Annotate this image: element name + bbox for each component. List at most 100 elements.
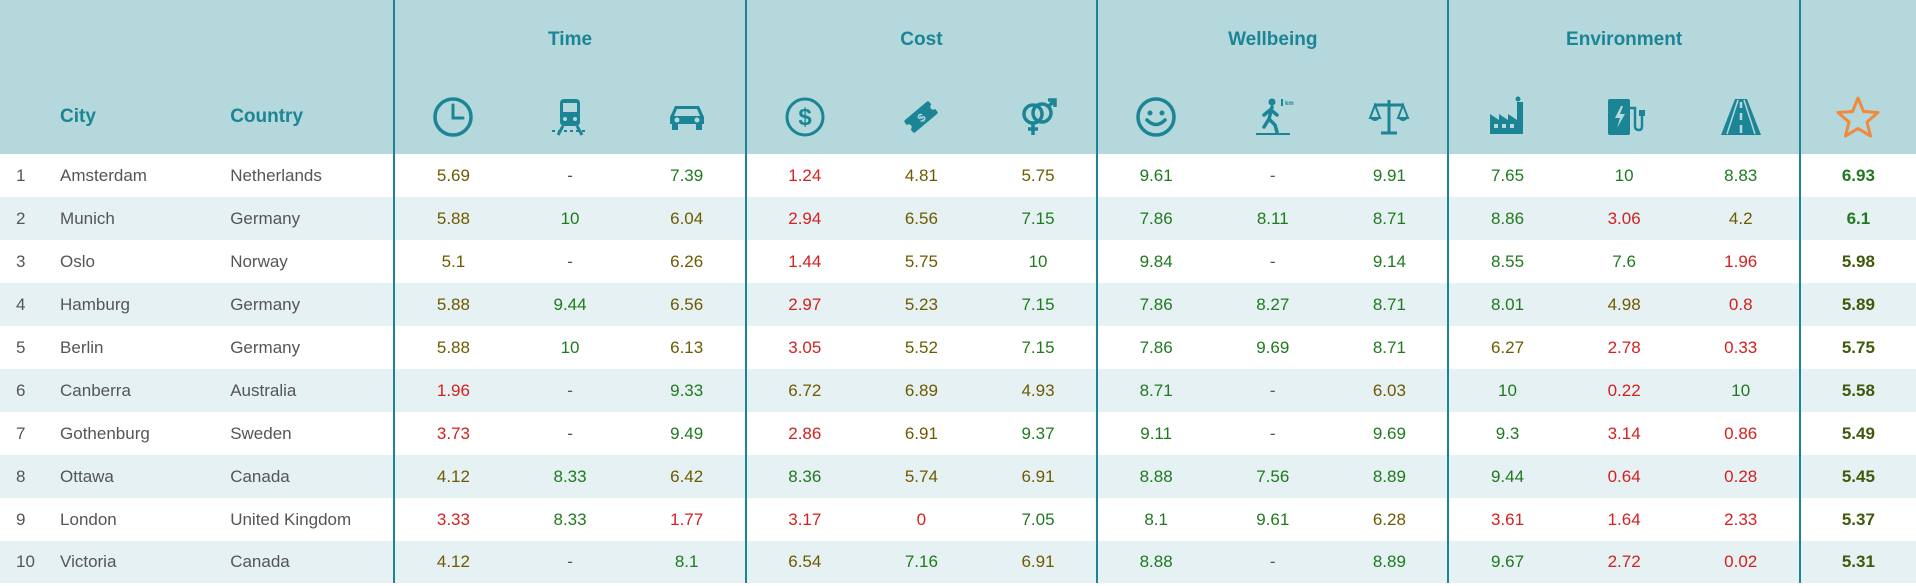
table-row[interactable]: 10 Victoria Canada 4.12-8.1 6.54 7.16 6.91 8.88… xyxy=(0,541,1916,583)
city-cell: Hamburg xyxy=(40,283,211,326)
cost-of-living-cell: 8.36 xyxy=(744,455,863,498)
city-cell: Victoria xyxy=(40,541,211,583)
overall-score-cell: 5.75 xyxy=(1798,326,1916,369)
road-infrastructure-cell: 10 xyxy=(1682,369,1800,412)
factory-icon xyxy=(1485,94,1531,140)
commute-time-cell: 5.88 xyxy=(393,326,512,369)
table-row[interactable]: 1 Amsterdam Netherlands 5.69-7.39 1.24 4.81 5.… xyxy=(0,154,1916,197)
cost-of-living-cell: 3.05 xyxy=(744,326,863,369)
column-header-commute-time[interactable] xyxy=(393,80,512,154)
ev-charging-cell: 0.64 xyxy=(1565,455,1683,498)
car-cell: 7.39 xyxy=(628,154,746,197)
column-header-gender-equality[interactable] xyxy=(979,80,1098,154)
group-header-score-spacer xyxy=(1798,0,1916,80)
public-transport-cell: - xyxy=(511,369,629,412)
air-quality-cell: 6.27 xyxy=(1447,326,1566,369)
car-cell: 9.49 xyxy=(628,412,746,455)
column-header-public-transport[interactable] xyxy=(511,80,629,154)
ev-charging-cell: 2.72 xyxy=(1565,541,1683,583)
table-row[interactable]: 9 London United Kingdom 3.33 8.33 1.77 3.17 0 7.… xyxy=(0,498,1916,541)
group-header-environment[interactable]: Environment xyxy=(1447,0,1800,80)
column-header-city[interactable]: City xyxy=(40,80,211,154)
ticket-cost-cell: 5.75 xyxy=(862,240,980,283)
gender-equality-cell: 4.93 xyxy=(979,369,1098,412)
table-row[interactable]: 5 Berlin Germany 5.88 10 6.13 3.05 5.52 7.15 7.86… xyxy=(0,326,1916,369)
ev-charging-cell: 1.64 xyxy=(1565,498,1683,541)
walkability-cell: - xyxy=(1214,412,1332,455)
walkability-cell: 9.61 xyxy=(1214,498,1332,541)
country-cell: Sweden xyxy=(210,412,395,455)
commute-time-cell: 3.73 xyxy=(393,412,512,455)
ev-charging-cell: 10 xyxy=(1565,154,1683,197)
ev-charging-cell: 3.14 xyxy=(1565,412,1683,455)
column-header-country[interactable]: Country xyxy=(210,80,395,154)
cost-of-living-cell: 2.94 xyxy=(744,197,863,240)
svg-text:$: $ xyxy=(798,104,812,131)
cost-of-living-cell: 1.44 xyxy=(744,240,863,283)
car-cell: 6.26 xyxy=(628,240,746,283)
clock-icon xyxy=(430,94,476,140)
public-transport-cell: - xyxy=(511,240,629,283)
happiness-cell: 8.71 xyxy=(1096,369,1215,412)
table-row[interactable]: 4 Hamburg Germany 5.88 9.44 6.56 2.97 5.23 7.15 7… xyxy=(0,283,1916,326)
rank-cell: 4 xyxy=(0,283,41,326)
column-header-ev-charging[interactable] xyxy=(1565,80,1683,154)
car-cell: 8.1 xyxy=(628,541,746,583)
rank-cell: 2 xyxy=(0,197,41,240)
commute-time-cell: 5.88 xyxy=(393,197,512,240)
city-cell: London xyxy=(40,498,211,541)
group-header-wellbeing[interactable]: Wellbeing xyxy=(1096,0,1449,80)
star-icon xyxy=(1835,94,1881,140)
group-header-time[interactable]: Time xyxy=(393,0,746,80)
country-cell: Germany xyxy=(210,283,395,326)
dollar-coin-icon: $ xyxy=(782,94,828,140)
gender-equality-cell: 6.91 xyxy=(979,541,1098,583)
column-header-air-quality[interactable] xyxy=(1447,80,1566,154)
work-life-balance-cell: 8.71 xyxy=(1331,197,1449,240)
gender-equality-cell: 6.91 xyxy=(979,455,1098,498)
gender-equality-cell: 5.75 xyxy=(979,154,1098,197)
commute-time-cell: 3.33 xyxy=(393,498,512,541)
air-quality-cell: 3.61 xyxy=(1447,498,1566,541)
column-header-road-infrastructure[interactable] xyxy=(1682,80,1800,154)
column-header-overall-score[interactable] xyxy=(1798,80,1916,154)
cost-of-living-cell: 6.72 xyxy=(744,369,863,412)
gender-equality-cell: 7.05 xyxy=(979,498,1098,541)
walkability-cell: 8.27 xyxy=(1214,283,1332,326)
table-row[interactable]: 3 Oslo Norway 5.1-6.26 1.44 5.75 10 9.84-9.14 8.… xyxy=(0,240,1916,283)
column-header-ticket-cost[interactable]: $ xyxy=(862,80,980,154)
rank-cell: 7 xyxy=(0,412,41,455)
table-row[interactable]: 2 Munich Germany 5.88 10 6.04 2.94 6.56 7.15 7.86… xyxy=(0,197,1916,240)
city-cell: Munich xyxy=(40,197,211,240)
column-header-work-life-balance[interactable] xyxy=(1331,80,1449,154)
column-header-car[interactable] xyxy=(628,80,746,154)
country-cell: Canada xyxy=(210,455,395,498)
air-quality-cell: 8.86 xyxy=(1447,197,1566,240)
ticket-icon: $ xyxy=(898,94,944,140)
table-row[interactable]: 7 Gothenburg Sweden 3.73-9.49 2.86 6.91 9.37 9.… xyxy=(0,412,1916,455)
column-header-rank xyxy=(0,80,41,154)
ticket-cost-cell: 6.89 xyxy=(862,369,980,412)
air-quality-cell: 10 xyxy=(1447,369,1566,412)
column-header-happiness[interactable] xyxy=(1096,80,1215,154)
overall-score-cell: 5.31 xyxy=(1798,541,1916,583)
commute-time-cell: 4.12 xyxy=(393,455,512,498)
road-infrastructure-cell: 0.28 xyxy=(1682,455,1800,498)
city-cell: Canberra xyxy=(40,369,211,412)
road-icon xyxy=(1718,94,1764,140)
overall-score-cell: 5.37 xyxy=(1798,498,1916,541)
car-icon xyxy=(664,94,710,140)
commute-time-cell: 4.12 xyxy=(393,541,512,583)
ev-charging-cell: 7.6 xyxy=(1565,240,1683,283)
cost-of-living-cell: 2.86 xyxy=(744,412,863,455)
column-header-cost-of-living[interactable]: $ xyxy=(744,80,863,154)
table-row[interactable]: 6 Canberra Australia 1.96-9.33 6.72 6.89 4.93 8… xyxy=(0,369,1916,412)
happiness-cell: 7.86 xyxy=(1096,197,1215,240)
group-header-row: Time Cost Wellbeing Environment xyxy=(0,0,1916,80)
overall-score-cell: 5.58 xyxy=(1798,369,1916,412)
group-header-spacer xyxy=(0,0,395,80)
city-cell: Ottawa xyxy=(40,455,211,498)
column-header-walkability[interactable]: km xyxy=(1214,80,1332,154)
group-header-cost[interactable]: Cost xyxy=(744,0,1098,80)
table-row[interactable]: 8 Ottawa Canada 4.12 8.33 6.42 8.36 5.74 6.91 8.8… xyxy=(0,455,1916,498)
